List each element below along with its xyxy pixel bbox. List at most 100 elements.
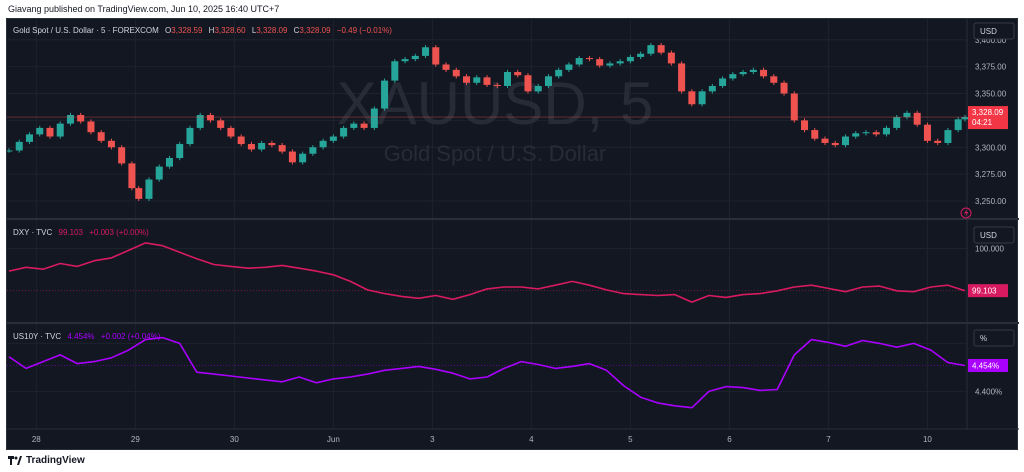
main-y-tick-label: 3,375.00 (975, 63, 1007, 72)
main-scale-button-label: USD (980, 27, 997, 36)
candle-body (107, 140, 115, 148)
candle-body (667, 52, 675, 64)
main-legend-l-label: L (252, 26, 257, 35)
candle-body (872, 132, 880, 135)
main-y-tick-label: 3,275.00 (975, 170, 1007, 179)
candle-body (575, 58, 583, 65)
candle-body (370, 108, 378, 128)
candle-body (309, 147, 317, 154)
candle-body (463, 76, 471, 83)
candle-body (534, 85, 542, 92)
candle-body (503, 72, 511, 86)
candle-body (145, 179, 153, 199)
candle-body (606, 63, 614, 66)
main-scale-button[interactable]: USD (973, 22, 1015, 40)
dxy-legend-value: 99.103 (59, 228, 84, 237)
main-y-tick-label: 3,350.00 (975, 90, 1007, 99)
candle-body (288, 151, 296, 163)
candle-body (913, 112, 921, 125)
footer: TradingView (8, 455, 85, 466)
main-legend-l-value: 3,328.09 (256, 26, 288, 35)
candle-body (25, 134, 33, 142)
chart-svg[interactable]: XAUUSD, 5 Gold Spot / U.S. Dollar 28 29 30… (5, 19, 1019, 451)
candle-body (340, 127, 348, 137)
watermark-symbol: XAUUSD, 5 (337, 70, 654, 137)
candle-body (565, 64, 573, 70)
candle-body (647, 45, 655, 54)
candle-body (46, 127, 54, 137)
publisher-line: Giavang published on TradingView.com, Ju… (8, 4, 280, 14)
main-y-tick-label: 3,300.00 (975, 143, 1007, 152)
candle-body (923, 124, 931, 141)
candle-body (637, 53, 645, 57)
chart-frame[interactable]: XAUUSD, 5 Gold Spot / U.S. Dollar 28 29 30… (5, 18, 1019, 451)
candle-body (760, 69, 768, 77)
dxy-scale-button-label: USD (980, 231, 997, 240)
candle-body (493, 84, 501, 86)
dxy-legend-title: DXY · TVC (13, 228, 52, 237)
us10y-legend-change: +0.002 (+0.04%) (101, 332, 161, 341)
candle-body (217, 120, 225, 128)
candle-body (196, 115, 204, 128)
candle-body (56, 123, 64, 137)
candle-body (77, 115, 85, 122)
candle-body (329, 136, 337, 141)
candle-body (483, 77, 491, 85)
candle-body (729, 74, 737, 79)
x-tick-label: 5 (628, 435, 633, 444)
candle-body (118, 147, 126, 164)
candle-body (934, 140, 942, 143)
candle-body (626, 56, 634, 62)
main-legend-h-label: H (209, 26, 215, 35)
candle-body (780, 82, 788, 94)
us10y-scale-button[interactable]: % (973, 329, 1015, 347)
candle-body (657, 45, 665, 53)
candle-body (749, 69, 757, 73)
candle-body (350, 123, 358, 128)
candle-body (514, 72, 522, 76)
lightning-icon[interactable] (960, 207, 972, 219)
candle-body (237, 136, 245, 145)
us10y-price-tag-value: 4.454% (972, 361, 999, 370)
candle-body (698, 91, 706, 105)
dxy-scale-button[interactable]: USD (973, 226, 1015, 244)
x-tick-label: 28 (32, 435, 41, 444)
candle-body (555, 69, 563, 77)
main-legend-h-value: 3,328.60 (214, 26, 246, 35)
candle-body (903, 112, 911, 118)
candle-body (278, 145, 286, 152)
candle-body (944, 130, 952, 143)
candle-body (831, 142, 839, 146)
main-price-tag-value: 3,328.09 (972, 108, 1004, 117)
candle-body (544, 76, 552, 86)
candle-body (893, 117, 901, 128)
candle-body (801, 120, 809, 131)
main-legend-title: Gold Spot / U.S. Dollar · 5 · FOREXCOM (13, 26, 159, 35)
dxy-y-tick-label: 100.000 (975, 245, 1004, 254)
candle-body (391, 61, 399, 81)
x-tick-label: 29 (131, 435, 140, 444)
candle-body (381, 80, 389, 109)
candle-body (882, 127, 890, 135)
us10y-price-tag: 4.454% (968, 358, 1008, 372)
us10y-legend-title: US10Y · TVC (13, 332, 61, 341)
candle-body (360, 123, 368, 128)
x-tick-label: 6 (727, 435, 732, 444)
main-legend-o-value: 3,328.59 (171, 26, 203, 35)
us10y-legend-value: 4.454% (67, 332, 94, 341)
candle-body (319, 140, 327, 148)
candle-body (596, 59, 604, 66)
candle-body (616, 61, 624, 64)
candle-body (954, 119, 962, 131)
candle-body (411, 55, 419, 60)
candle-body (770, 76, 778, 83)
us10y-scale-button-label: % (980, 334, 987, 343)
candle-body (452, 69, 460, 77)
us10y-y-tick-label: 4.400% (975, 387, 1002, 396)
main-legend-o-label: O (165, 26, 171, 35)
candle-body (128, 163, 136, 189)
candle-body (442, 64, 450, 70)
dxy-price-tag: 99.103 (968, 284, 1008, 298)
main-y-tick-label: 3,250.00 (975, 197, 1007, 206)
candle-body (66, 115, 74, 124)
